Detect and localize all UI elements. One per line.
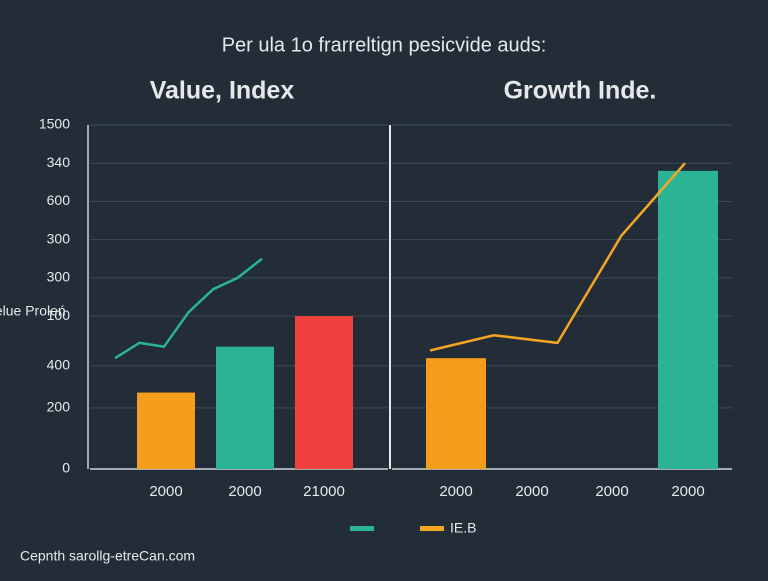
bar — [426, 358, 486, 469]
y-axis-label: Velue Proleń — [0, 303, 66, 319]
y-tick-label: 300 — [47, 230, 71, 246]
bar — [658, 170, 718, 469]
x-tick-label: 2000 — [595, 483, 628, 500]
y-tick-label: 100 — [47, 307, 71, 323]
y-tick-label: 1500 — [39, 116, 70, 132]
x-tick-label: 2000 — [228, 483, 261, 500]
y-tick-label: 0 — [62, 460, 70, 476]
y-tick-label: 340 — [47, 154, 71, 170]
chart-title: Growth Inde. — [504, 77, 657, 105]
x-tick-label: 2000 — [149, 483, 182, 500]
y-tick-label: 600 — [47, 192, 71, 208]
chart-title: Value, Index — [150, 77, 295, 105]
x-tick-label: 21000 — [303, 483, 345, 500]
y-tick-label: 400 — [47, 357, 71, 373]
x-tick-label: 2000 — [671, 483, 704, 500]
bar — [137, 392, 195, 469]
line — [114, 257, 263, 360]
page-title: Per ula 1o frarreltign pesicvide auds: — [222, 34, 547, 56]
line — [429, 162, 686, 352]
x-tick-label: 2000 — [439, 483, 472, 500]
bar — [216, 346, 274, 469]
legend-label: IE.B — [450, 520, 476, 536]
x-tick-label: 2000 — [515, 483, 548, 500]
legend-swatch — [350, 526, 374, 531]
bar — [295, 316, 353, 469]
y-tick-label: 200 — [47, 399, 71, 415]
legend-swatch — [420, 526, 444, 531]
y-tick-label: 300 — [47, 269, 71, 285]
footer: Cepnth sarollg-etreCan.com — [20, 548, 195, 564]
